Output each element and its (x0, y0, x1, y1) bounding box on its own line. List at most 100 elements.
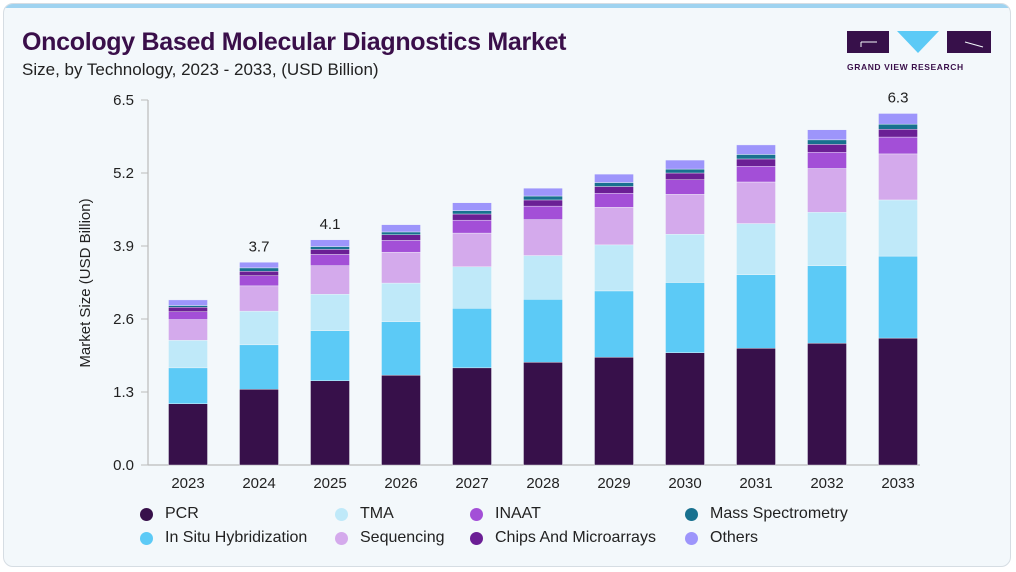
bar-segment-inaat (878, 136, 918, 155)
legend-item: Chips And Microarrays (470, 529, 656, 547)
y-axis-title: Market Size (USD Billion) (77, 198, 94, 367)
bar-segment-inaat (736, 166, 776, 183)
bar-segment-in-situ-hybridization (381, 321, 421, 376)
bar-segment-tma (239, 310, 279, 346)
data-label: 6.3 (888, 89, 909, 106)
bar-segment-sequencing (736, 181, 776, 224)
bar-segment-in-situ-hybridization (594, 290, 634, 358)
bar-segment-pcr (736, 348, 776, 466)
bar-segment-others (452, 202, 492, 211)
bar-segment-in-situ-hybridization (736, 274, 776, 349)
bar-segment-tma (736, 223, 776, 275)
grand-view-research-logo: GRAND VIEW RESEARCH (847, 30, 991, 72)
bar-segment-in-situ-hybridization (878, 255, 918, 339)
bar-segment-sequencing (523, 219, 563, 256)
legend-label: Mass Spectrometry (710, 505, 848, 522)
y-tick-label: 2.6 (113, 311, 134, 328)
bar-segment-mass-spectrometry (310, 246, 350, 250)
bar-segment-inaat (523, 205, 563, 220)
bar-segment-mass-spectrometry (523, 195, 563, 201)
bar-segment-chips-and-microarrays (168, 307, 208, 312)
x-tick-label: 2025 (313, 475, 346, 492)
data-label: 3.7 (249, 238, 270, 255)
x-tick-label: 2032 (810, 475, 843, 492)
bar-segment-chips-and-microarrays (239, 271, 279, 276)
bar-segment-pcr (807, 342, 847, 466)
bar-segment-tma (452, 266, 492, 309)
bar-segment-tma (310, 294, 350, 331)
bar-segment-mass-spectrometry (878, 123, 918, 130)
legend-item: Sequencing (335, 529, 445, 547)
legend-label: TMA (360, 505, 394, 522)
bar-segment-inaat (381, 240, 421, 253)
bar-segment-mass-spectrometry (239, 267, 279, 272)
bar-segment-in-situ-hybridization (452, 308, 492, 369)
bar-segment-in-situ-hybridization (168, 367, 208, 404)
legend-swatch-icon (685, 531, 698, 545)
y-tick-label: 0.0 (113, 457, 134, 474)
bar-segment-chips-and-microarrays (878, 128, 918, 138)
bar-segment-sequencing (239, 285, 279, 312)
bar-segment-sequencing (665, 194, 705, 235)
legend-item: TMA (335, 505, 394, 523)
bar-segment-pcr (665, 352, 705, 466)
legend-swatch-icon (470, 531, 483, 545)
x-tick-label: 2033 (881, 475, 914, 492)
bar-segment-inaat (310, 254, 350, 266)
legend-item: Mass Spectrometry (685, 505, 848, 523)
bar-segment-tma (168, 340, 208, 369)
bar-segment-pcr (878, 337, 918, 466)
bar-segment-mass-spectrometry (736, 154, 776, 160)
y-tick-label: 6.5 (113, 92, 134, 109)
legend-swatch-icon (140, 531, 153, 545)
bar-segment-pcr (381, 374, 421, 466)
bar-segment-chips-and-microarrays (665, 172, 705, 180)
legend-item: INAAT (470, 505, 541, 523)
bar-segment-others (168, 299, 208, 306)
bar-segment-chips-and-microarrays (381, 234, 421, 241)
bar-segment-inaat (807, 152, 847, 169)
bar-segment-tma (807, 212, 847, 266)
bar-segment-pcr (523, 362, 563, 466)
bar-segment-mass-spectrometry (594, 182, 634, 187)
x-tick-label: 2023 (171, 475, 204, 492)
bar-segment-in-situ-hybridization (239, 344, 279, 390)
bar-segment-chips-and-microarrays (523, 199, 563, 207)
bar-segment-pcr (594, 356, 634, 466)
bar-segment-mass-spectrometry (665, 168, 705, 174)
legend-label: In Situ Hybridization (165, 529, 308, 546)
bar-segment-pcr (452, 367, 492, 466)
x-tick-label: 2030 (668, 475, 701, 492)
bar-segment-pcr (239, 388, 279, 466)
gvr-logo-icon (847, 31, 991, 53)
bar-segment-in-situ-hybridization (665, 282, 705, 353)
bar-segment-others (878, 113, 918, 125)
bar-segment-tma (523, 255, 563, 300)
bar-segment-inaat (452, 219, 492, 234)
legend-swatch-icon (335, 507, 348, 521)
bar-segment-sequencing (878, 153, 918, 201)
bar-segment-others (523, 187, 563, 197)
data-label: 4.1 (320, 216, 341, 233)
bar-segment-sequencing (310, 265, 350, 295)
bar-segment-pcr (310, 380, 350, 466)
bar-segment-mass-spectrometry (168, 305, 208, 308)
bar-segment-in-situ-hybridization (807, 265, 847, 344)
legend-item: In Situ Hybridization (140, 529, 307, 547)
bar-segment-inaat (594, 193, 634, 208)
bar-segment-others (594, 173, 634, 183)
bar-segment-pcr (168, 403, 208, 466)
legend-label: INAAT (495, 505, 541, 522)
legend-swatch-icon (140, 507, 153, 521)
y-tick-label: 1.3 (113, 384, 134, 401)
bar-segment-chips-and-microarrays (736, 158, 776, 167)
bar-segment-mass-spectrometry (381, 231, 421, 235)
x-tick-label: 2028 (526, 475, 559, 492)
bar-segment-in-situ-hybridization (310, 330, 350, 381)
bar-segment-tma (594, 244, 634, 292)
bar-segment-tma (878, 199, 918, 257)
bar-segment-in-situ-hybridization (523, 299, 563, 363)
bar-segment-tma (381, 282, 421, 323)
logo-text: GRAND VIEW RESEARCH (847, 62, 964, 72)
bar-segment-tma (665, 234, 705, 283)
